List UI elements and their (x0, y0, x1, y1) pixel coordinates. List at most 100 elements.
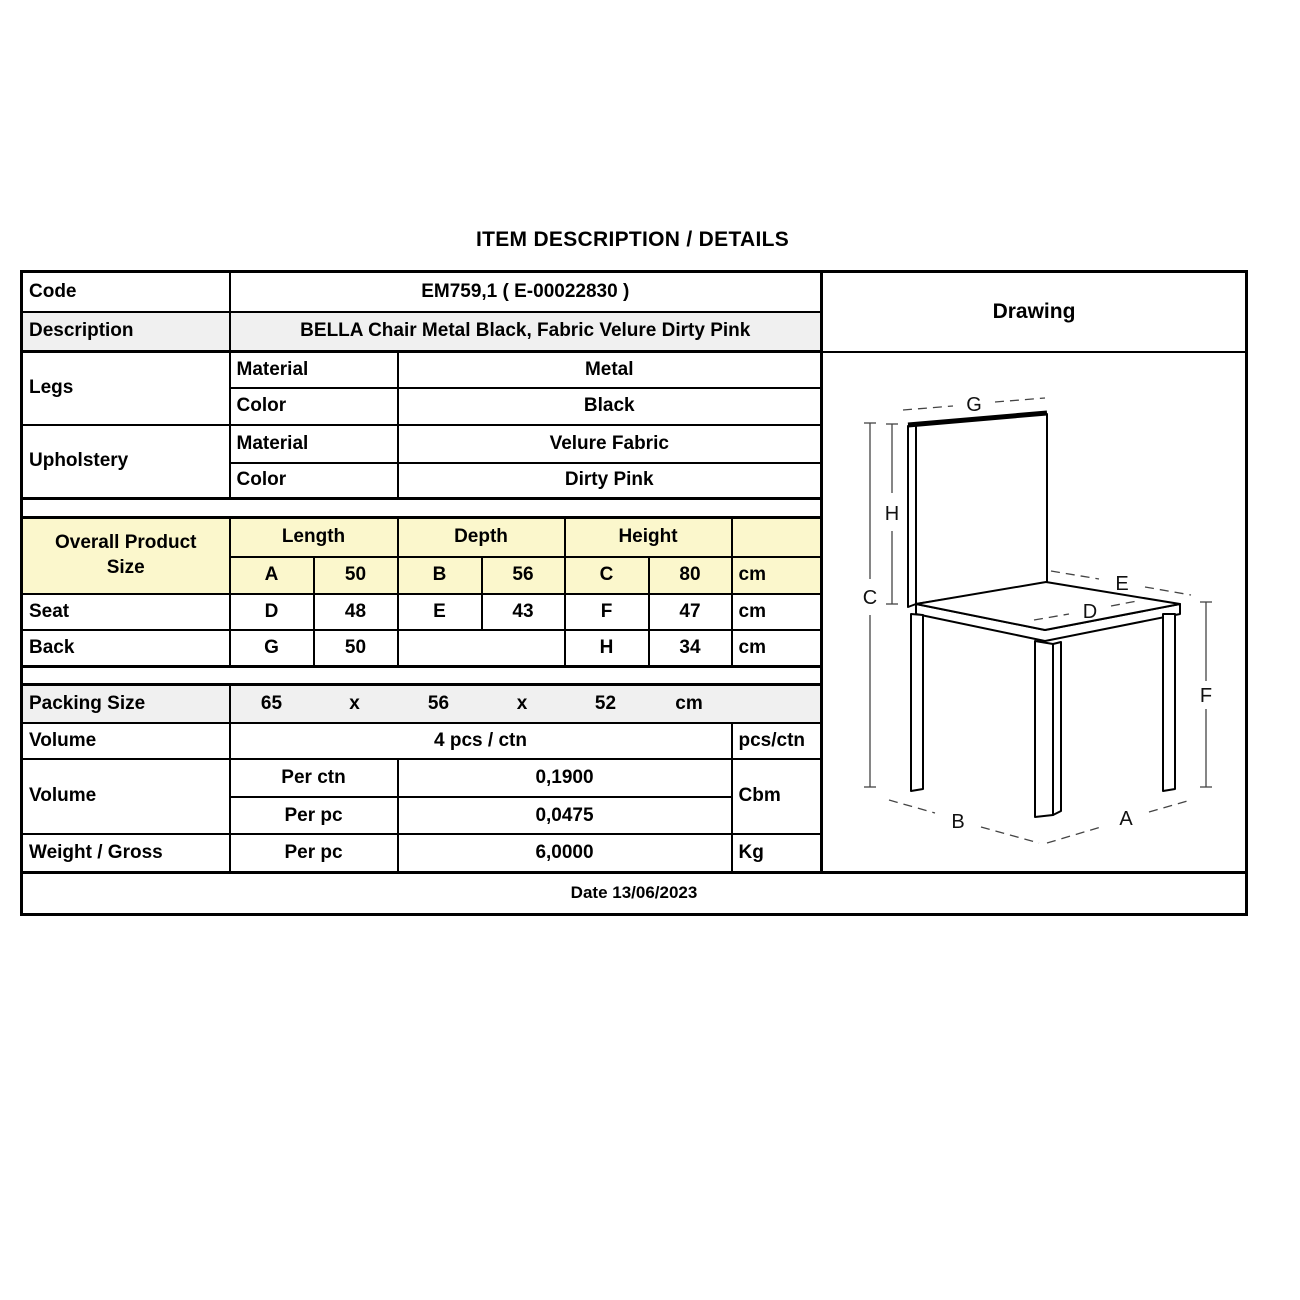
upholstery-label: Upholstery (20, 423, 231, 500)
legs-color-label: Color (228, 386, 399, 426)
seat-length-value: 48 (312, 592, 399, 631)
chair-backrest (907, 410, 1048, 608)
volume-pcs-value: 4 pcs / ctn (228, 721, 733, 760)
weight-per-pc-label: Per pc (228, 833, 399, 873)
description-value: BELLA Chair Metal Black, Fabric Velure D… (228, 310, 823, 353)
back-row: Back G 50 H 34 cm (20, 628, 1247, 668)
code-row: Code EM759,1 ( E-00022830 ) Drawing (20, 270, 1248, 353)
overall-length-value: 50 (312, 555, 399, 595)
overall-depth-key: B (396, 555, 483, 595)
seat-depth-key: E (396, 592, 483, 631)
seat-depth-value: 43 (480, 592, 566, 631)
col-header-unit-empty (730, 516, 823, 558)
back-unit: cm (730, 628, 823, 668)
drawing-label-H: H (885, 503, 899, 525)
dim-line-E (1050, 569, 1192, 596)
col-header-depth: Depth (396, 516, 566, 558)
packing-values: 65 x 56 x 52 cm (228, 683, 823, 724)
dim-line-F (1200, 600, 1212, 788)
legs-label: Legs (20, 350, 231, 426)
col-header-height: Height (563, 516, 733, 558)
page-title: ITEM DESCRIPTION / DETAILS (475, 228, 790, 251)
overall-size-row: A 50 B 56 C 80 cm (22, 555, 1247, 595)
volume-pc-row: Per pc 0,0475 (22, 796, 1247, 835)
packing-sep2: x (516, 693, 528, 715)
weight-row: Weight / Gross Per pc 6,0000 Kg (20, 833, 1247, 873)
drawing-label-C: C (863, 587, 877, 609)
overall-height-value: 80 (647, 555, 733, 595)
volume-pcs-unit: pcs/ctn (730, 721, 823, 760)
overall-size-label: Overall Product Size (20, 516, 231, 595)
spacer-row-2 (20, 665, 1247, 687)
back-length-value: 50 (312, 628, 399, 668)
back-height-key: H (563, 628, 650, 668)
col-header-length: Length (228, 516, 399, 558)
upholstery-material-value: Velure Fabric (396, 423, 823, 464)
spacer-cell-2 (20, 665, 823, 687)
legs-color-value: Black (396, 386, 823, 426)
per-pc-label: Per pc (228, 796, 399, 835)
chair-drawing: G H C E D F B A (863, 394, 1212, 844)
drawing-label-A: A (1119, 808, 1133, 830)
drawing-label-F: F (1200, 685, 1212, 707)
legs-material-value: Metal (396, 350, 823, 389)
packing-unit: cm (675, 693, 703, 715)
upholstery-color-label: Color (228, 461, 399, 500)
overall-length-key: A (228, 555, 315, 595)
per-pc-value: 0,0475 (396, 796, 733, 835)
drawing-label-D: D (1083, 601, 1097, 623)
item-details-table: Code EM759,1 ( E-00022830 ) Drawing Desc… (20, 270, 1248, 916)
upholstery-color-value: Dirty Pink (396, 461, 823, 500)
drawing-label-B: B (951, 811, 964, 833)
date-value: Date 13/06/2023 (20, 870, 1248, 915)
seat-length-key: D (228, 592, 315, 631)
overall-unit: cm (730, 555, 823, 595)
weight-label: Weight / Gross (20, 833, 231, 873)
seat-row: Seat D 48 E 43 F 47 cm (20, 592, 1247, 631)
per-ctn-label: Per ctn (228, 757, 399, 799)
volume-cbm-label: Volume (20, 757, 231, 836)
packing-dim1: 65 (260, 693, 283, 715)
back-length-key: G (228, 628, 315, 668)
overall-height-key: C (563, 555, 650, 595)
weight-value: 6,0000 (396, 833, 733, 873)
overall-size-label-line1: Overall Product (55, 532, 197, 554)
drawing-panel: G H C E D F B A (820, 350, 1248, 873)
upholstery-material-row: Upholstery Material Velure Fabric (20, 423, 1247, 500)
packing-dim2: 56 (427, 693, 450, 715)
packing-sep1: x (349, 693, 360, 715)
dim-line-C (864, 421, 876, 788)
dim-line-A (1046, 798, 1192, 844)
date-row: Date 13/06/2023 (20, 870, 1248, 915)
spacer-cell (20, 497, 823, 520)
drawing-panel-title: Drawing (820, 270, 1248, 353)
size-header-row: Overall Product Size Length Depth Height (20, 516, 1247, 595)
chair-legs (910, 612, 1176, 818)
seat-label: Seat (20, 592, 231, 631)
back-height-value: 34 (647, 628, 733, 668)
weight-unit: Kg (730, 833, 823, 873)
description-row: Description BELLA Chair Metal Black, Fab… (20, 310, 1247, 353)
drawing-label-G: G (966, 394, 982, 416)
dim-line-D (1033, 599, 1138, 621)
spacer-row (20, 497, 1247, 520)
code-value: EM759,1 ( E-00022830 ) (228, 270, 823, 313)
drawing-label-E: E (1115, 573, 1128, 595)
description-label: Description (20, 310, 231, 353)
overall-size-label-line2: Size (106, 556, 145, 578)
packing-dim3: 52 (594, 693, 617, 715)
dim-line-H (886, 422, 898, 605)
back-label: Back (20, 628, 231, 668)
seat-unit: cm (730, 592, 823, 631)
back-depth-empty (396, 628, 566, 668)
upholstery-color-row: Color Dirty Pink (22, 461, 1247, 500)
volume-ctn-row: Volume Per ctn 0,1900 Cbm (20, 757, 1247, 836)
legs-color-row: Color Black (22, 386, 1247, 426)
code-label: Code (20, 270, 231, 313)
legs-material-label: Material (228, 350, 399, 389)
volume-cbm-unit: Cbm (730, 757, 823, 836)
dim-line-B (888, 798, 1040, 844)
per-ctn-value: 0,1900 (396, 757, 733, 799)
packing-label: Packing Size (20, 683, 231, 724)
